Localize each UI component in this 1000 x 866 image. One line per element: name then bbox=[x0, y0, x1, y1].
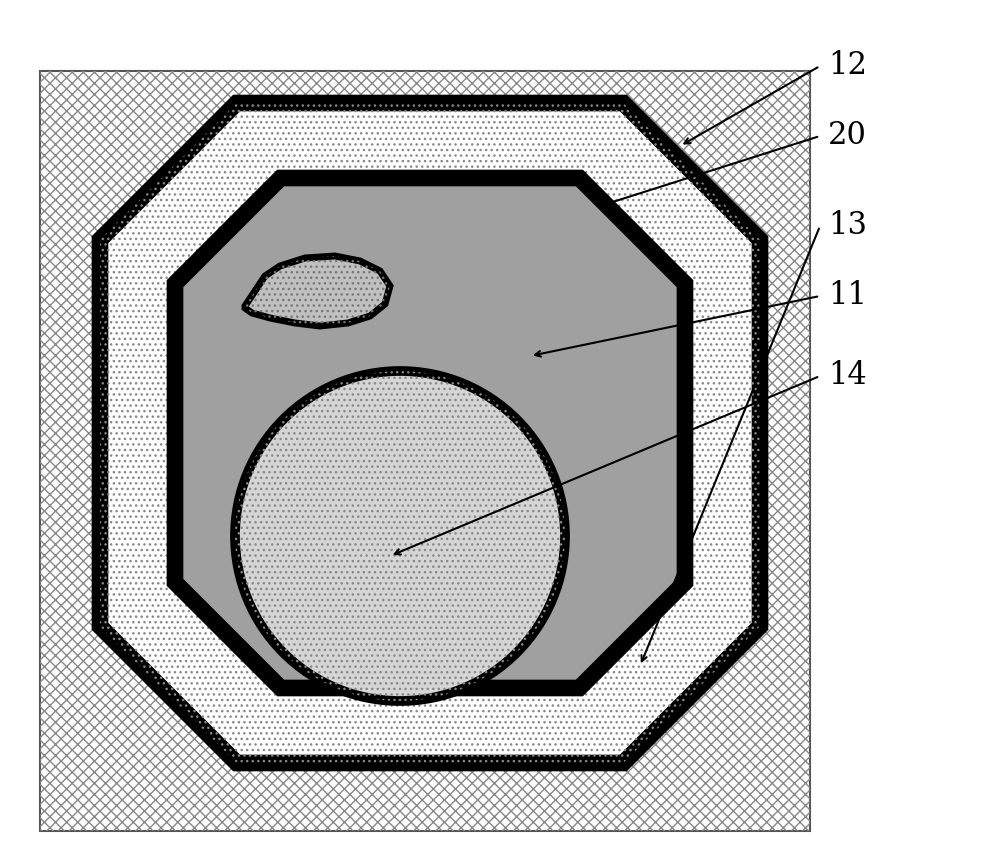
Polygon shape bbox=[100, 103, 760, 763]
Bar bbox=[40, 71, 810, 831]
Text: 12: 12 bbox=[828, 50, 867, 81]
Text: 11: 11 bbox=[828, 281, 867, 312]
Text: 20: 20 bbox=[828, 120, 867, 152]
Bar bbox=[40, 71, 810, 831]
Circle shape bbox=[235, 371, 565, 701]
Text: 14: 14 bbox=[828, 360, 867, 391]
Polygon shape bbox=[175, 178, 685, 688]
Text: 13: 13 bbox=[828, 210, 867, 242]
Polygon shape bbox=[245, 256, 390, 326]
